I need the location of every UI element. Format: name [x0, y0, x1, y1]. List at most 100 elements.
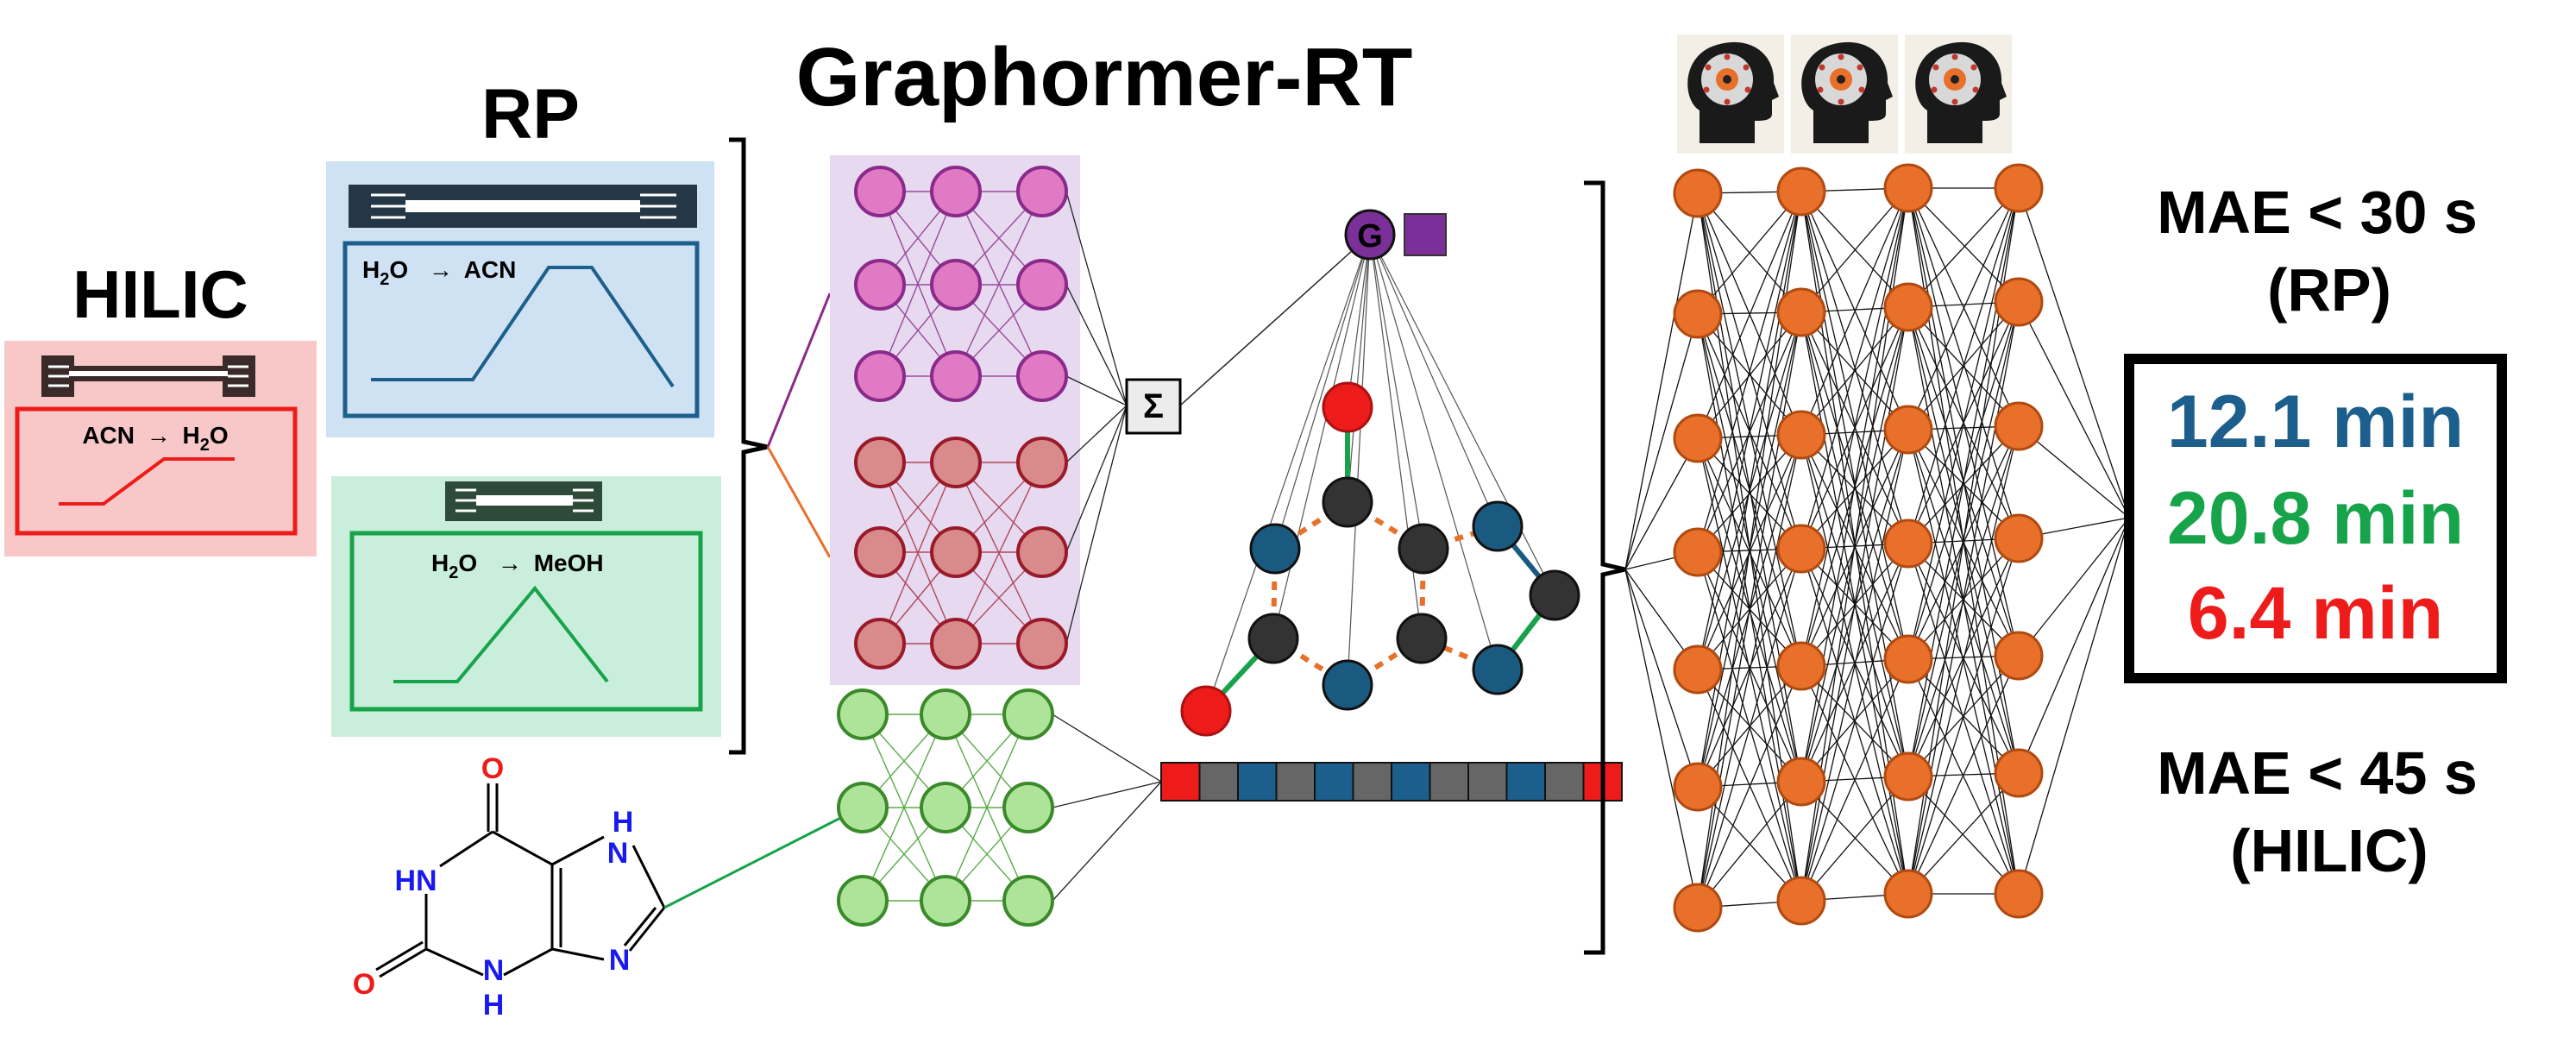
- rp-blue-column-icon: [349, 185, 697, 228]
- mlp-node: [1883, 163, 1933, 213]
- brain-icon-neuron: [1703, 86, 1710, 93]
- graph-attention-edge: [1347, 234, 1371, 503]
- red-encoder-node: [930, 526, 982, 578]
- graph-attention-edge: [1272, 234, 1371, 639]
- graph-attention-edge: [1347, 234, 1371, 686]
- mlp-edge: [1907, 772, 2020, 895]
- mae-rp: MAE < 30 s: [2157, 179, 2478, 246]
- red-encoder-node: [930, 618, 982, 670]
- method-bracket: [729, 137, 769, 755]
- rp-green-panel: H2O → MeOH: [331, 476, 721, 737]
- mlp-input-edge: [1624, 437, 1699, 570]
- brain-icon-neuron: [1951, 98, 1958, 105]
- graph-nodes: [1180, 209, 1580, 737]
- mlp-edge: [1907, 187, 2020, 539]
- graph-node-dark: [1322, 476, 1373, 528]
- sum-link: [1065, 375, 1128, 406]
- brain-icon-center: [1837, 75, 1845, 84]
- red-encoder-node: [854, 618, 906, 670]
- mlp-edge: [1800, 306, 1909, 902]
- molecule-atom-o-top: O: [481, 752, 504, 785]
- mlp-node: [1883, 282, 1933, 332]
- rp-result-label: (RP): [2267, 256, 2391, 324]
- red-encoder-node: [854, 526, 906, 578]
- brain-head-icon: [1905, 35, 2012, 154]
- rp-green-column-icon: [445, 481, 602, 521]
- graph-attention-edge: [1205, 234, 1371, 712]
- result-value-red: 6.4 min: [2188, 572, 2443, 655]
- brain-icon-center: [1723, 75, 1731, 84]
- molecule-atom-n-right: N: [609, 944, 631, 977]
- mlp-node: [1883, 869, 1933, 919]
- brain-head-icon: [1791, 35, 1898, 154]
- mlp-input-edge: [1624, 569, 1699, 909]
- red-encoder-node: [930, 437, 982, 488]
- page-title: Graphormer-RT: [796, 31, 1413, 123]
- feature-vector-cell: [1352, 762, 1392, 802]
- brain-icon-center: [1951, 75, 1959, 84]
- green-encoder-node: [1002, 688, 1054, 740]
- hilic-gradient-trace: [59, 457, 235, 506]
- molecule-atom-h-lower: H: [483, 989, 505, 1022]
- mlp-edge: [1907, 187, 2020, 660]
- brain-icon-neuron: [1743, 64, 1750, 71]
- feature-vector-cell: [1275, 762, 1316, 802]
- mlp-node: [1673, 883, 1723, 933]
- mlp-node: [1994, 277, 2044, 327]
- green-encoder-node: [920, 782, 971, 833]
- pink-encoder-edge: [879, 191, 957, 377]
- mlp-edge: [1907, 187, 2020, 431]
- molecule-atom-hn: HN: [394, 865, 437, 897]
- sum-to-graph-link: [1179, 234, 1371, 406]
- mlp-edge: [1800, 776, 1909, 902]
- red-encoder-node: [854, 437, 906, 488]
- molecule-structure: [375, 783, 666, 978]
- graph-attention-edge: [1369, 234, 1555, 596]
- mlp-edge: [1800, 429, 1909, 550]
- mlp-node: [1776, 876, 1826, 926]
- green-encoder-node: [837, 688, 889, 740]
- rp-label: RP: [481, 75, 580, 154]
- pink-encoder-node: [1016, 259, 1068, 311]
- graph-node-blue: [1472, 644, 1524, 695]
- sum-link: [1065, 405, 1128, 644]
- graph-node-dark: [1398, 523, 1449, 575]
- molecule-atom-h-upper: H: [613, 806, 634, 839]
- mlp-input-edge: [1624, 192, 1699, 570]
- pink-encoder-node: [854, 259, 906, 311]
- brain-icon-neuron: [1819, 64, 1825, 71]
- mlp-edge: [1907, 538, 2020, 895]
- hilic-label: HILIC: [72, 256, 248, 332]
- mlp-edge: [1907, 187, 2020, 308]
- graph-node-blue: [1322, 659, 1373, 711]
- mlp-node: [1883, 751, 1933, 802]
- hilic-panel: ACN → H2O: [4, 341, 317, 556]
- graph-attention-edge: [1347, 234, 1371, 408]
- green-encoder-node: [837, 875, 889, 927]
- graph-aromatic-bond: [1423, 524, 1498, 551]
- graph-attention-edge: [1369, 234, 1498, 670]
- graph-token-square: [1404, 213, 1447, 256]
- feature-vector: [1160, 762, 1623, 802]
- feature-vector-cell: [1505, 762, 1546, 802]
- mlp-edge: [1800, 658, 1909, 902]
- hilic-result-label: (HILIC): [2230, 817, 2428, 884]
- mlp-node: [1776, 410, 1826, 460]
- feature-vector-cell: [1237, 762, 1278, 802]
- graph-node-red: [1180, 685, 1232, 737]
- mlp-node: [1883, 405, 1933, 455]
- feature-vector-cell: [1160, 762, 1201, 802]
- graph-node-red: [1322, 381, 1373, 433]
- feature-vector-cell: [1198, 762, 1239, 802]
- brain-icon-neuron: [1744, 86, 1751, 93]
- mlp-node: [1673, 413, 1723, 463]
- feature-vector-cell: [1467, 762, 1508, 802]
- mlp-node: [1673, 527, 1723, 577]
- brain-icon-neuron: [1972, 86, 1979, 93]
- sum-link: [1065, 191, 1128, 406]
- mlp-output-edge: [2018, 301, 2130, 519]
- graph-attention-edge: [1369, 234, 1424, 550]
- mlp-edge: [1907, 425, 2020, 895]
- graph-attention-edge: [1369, 234, 1498, 527]
- red-encoder-node: [1016, 526, 1068, 578]
